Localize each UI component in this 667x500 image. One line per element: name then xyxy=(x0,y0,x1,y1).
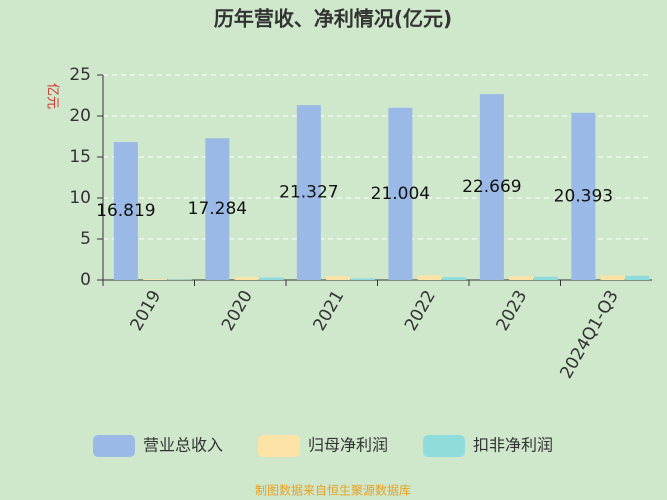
bar xyxy=(388,107,413,280)
x-tick-label: 2022 xyxy=(401,287,440,334)
x-tick-label: 2024Q1-Q3 xyxy=(556,287,623,382)
data-label: 21.327 xyxy=(279,183,338,203)
legend-label: 扣非净利润 xyxy=(473,436,553,455)
legend-swatch xyxy=(258,435,300,457)
bar xyxy=(234,277,259,280)
bar xyxy=(479,94,504,280)
bar xyxy=(113,142,138,280)
legend-label: 归母净利润 xyxy=(308,436,388,455)
bar xyxy=(509,276,534,280)
bar xyxy=(442,277,467,280)
data-label: 20.393 xyxy=(554,186,613,206)
x-tick-label: 2021 xyxy=(309,287,348,334)
footer: 制图数据来自恒生聚源数据库 xyxy=(255,483,411,498)
bar xyxy=(600,275,625,280)
data-label: 21.004 xyxy=(371,184,430,204)
bar xyxy=(326,276,351,280)
bar xyxy=(143,279,168,280)
chart-title: 历年营收、净利情况(亿元) xyxy=(214,7,452,31)
data-label: 17.284 xyxy=(188,199,247,219)
x-tick-label: 2023 xyxy=(492,287,531,334)
bar xyxy=(350,278,375,280)
data-label: 22.669 xyxy=(462,177,521,197)
y-tick-label: 0 xyxy=(80,270,91,290)
x-tick-label: 2020 xyxy=(218,287,257,334)
bar xyxy=(296,105,321,281)
y-tick-label: 25 xyxy=(69,65,91,85)
data-label: 16.819 xyxy=(96,201,155,221)
y-tick-label: 20 xyxy=(69,106,91,126)
bar xyxy=(205,138,230,280)
y-tick-label: 15 xyxy=(69,147,91,167)
x-tick-label: 2019 xyxy=(126,287,165,334)
bar xyxy=(417,275,442,280)
legend-swatch xyxy=(93,435,135,457)
legend-swatch xyxy=(423,435,465,457)
bar xyxy=(625,275,650,280)
bar xyxy=(533,276,558,280)
y-tick-label: 5 xyxy=(80,229,91,249)
legend-label: 营业总收入 xyxy=(143,436,223,455)
bar xyxy=(571,112,596,280)
bar xyxy=(259,277,284,280)
y-tick-label: 10 xyxy=(69,188,91,208)
y-axis-label: 亿元 xyxy=(45,83,60,109)
